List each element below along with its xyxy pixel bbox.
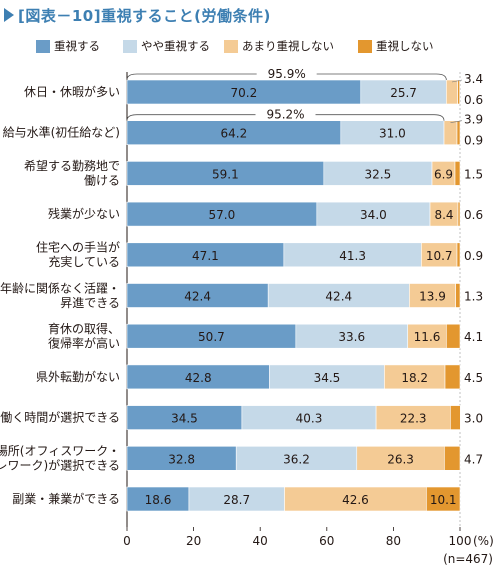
data-label: 10.7 [426, 249, 453, 263]
x-unit-label: (%) [473, 534, 494, 548]
data-label: 4.1 [464, 330, 483, 344]
x-tick-label: 0 [123, 534, 131, 548]
bar-segment [456, 284, 460, 308]
category-label: 副業・兼業ができる [12, 491, 120, 506]
data-label: 3.9 [464, 113, 483, 127]
data-label: 22.3 [400, 412, 427, 426]
bar-segment [458, 202, 460, 226]
bar-segment [450, 406, 460, 430]
data-label: 13.9 [419, 290, 446, 304]
x-tick-label: 60 [319, 534, 334, 548]
data-label: 42.8 [185, 371, 212, 385]
bar-segment [444, 121, 457, 145]
data-label: 0.6 [464, 93, 483, 107]
data-label: 3.4 [464, 72, 483, 86]
data-label: 32.5 [365, 167, 392, 181]
category-label: 充実している [48, 254, 120, 269]
x-tick-label: 20 [186, 534, 201, 548]
category-label: 働く時間が選択できる [0, 410, 120, 425]
data-label: 59.1 [212, 167, 239, 181]
bar-segment [457, 121, 460, 145]
category-label: 復帰率が高い [48, 335, 120, 350]
bar-segment [458, 80, 460, 104]
data-label: 11.6 [414, 330, 441, 344]
category-label: テレワーク)が選択できる [0, 458, 120, 473]
category-label: 働く場所(オフィスワーク・ [0, 444, 120, 458]
category-label: 希望する勤務地で [24, 158, 120, 173]
data-label: 18.2 [401, 371, 428, 385]
data-label: 34.0 [360, 208, 387, 222]
data-label: 57.0 [209, 208, 236, 222]
data-label: 1.5 [464, 167, 483, 181]
x-tick-label: 40 [253, 534, 268, 548]
category-label: 年齢に関係なく活躍・ [0, 280, 120, 295]
data-label: 33.6 [338, 330, 365, 344]
category-label: 休日・休暇が多い [24, 84, 120, 99]
data-label: 18.6 [145, 493, 172, 507]
bar-segment [455, 161, 460, 185]
category-label: 働ける [84, 174, 120, 188]
data-label: 32.8 [168, 452, 195, 466]
data-label: 4.5 [464, 371, 483, 385]
category-label: 県外転勤がない [36, 369, 120, 384]
bar-segment [457, 243, 460, 267]
data-label: 31.0 [379, 127, 406, 141]
data-label: 28.7 [223, 493, 250, 507]
data-label: 34.5 [314, 371, 341, 385]
data-label: 26.3 [387, 452, 414, 466]
data-label: 3.0 [464, 412, 483, 426]
category-label: 給与水準(初任給など) [3, 125, 120, 140]
data-label: 42.6 [342, 493, 369, 507]
data-label: 8.4 [434, 208, 453, 222]
category-label: 育休の取得、 [48, 321, 120, 336]
data-label: 42.4 [325, 290, 352, 304]
category-label: 住宅への手当が [36, 240, 120, 255]
data-label: 0.6 [464, 208, 483, 222]
x-tick-label: 80 [386, 534, 401, 548]
data-label: 50.7 [198, 330, 225, 344]
data-label: 4.7 [464, 452, 483, 466]
category-label: 昇進できる [60, 296, 120, 310]
category-label: 残業が少ない [48, 206, 120, 221]
data-label: 36.2 [283, 452, 310, 466]
sample-size-note: (n=467) [443, 552, 493, 566]
x-tick-label: 100 [449, 534, 472, 548]
data-label: 10.1 [430, 493, 457, 507]
data-label: 70.2 [231, 86, 258, 100]
bar-segment [446, 80, 457, 104]
bar-segment [445, 365, 460, 389]
data-label: 34.5 [171, 412, 198, 426]
bar-segment [446, 324, 460, 348]
data-label: 1.3 [464, 290, 483, 304]
data-label: 25.7 [390, 86, 417, 100]
bracket-label: 95.9% [268, 67, 306, 81]
data-label: 0.9 [464, 249, 483, 263]
data-label: 64.2 [221, 127, 248, 141]
bracket-label: 95.2% [266, 108, 304, 122]
data-label: 42.4 [184, 290, 211, 304]
data-label: 6.9 [434, 167, 453, 181]
data-label: 40.3 [296, 412, 323, 426]
data-label: 41.3 [339, 249, 366, 263]
bar-segment [444, 446, 460, 470]
data-label: 47.1 [192, 249, 219, 263]
data-label: 0.9 [464, 134, 483, 148]
